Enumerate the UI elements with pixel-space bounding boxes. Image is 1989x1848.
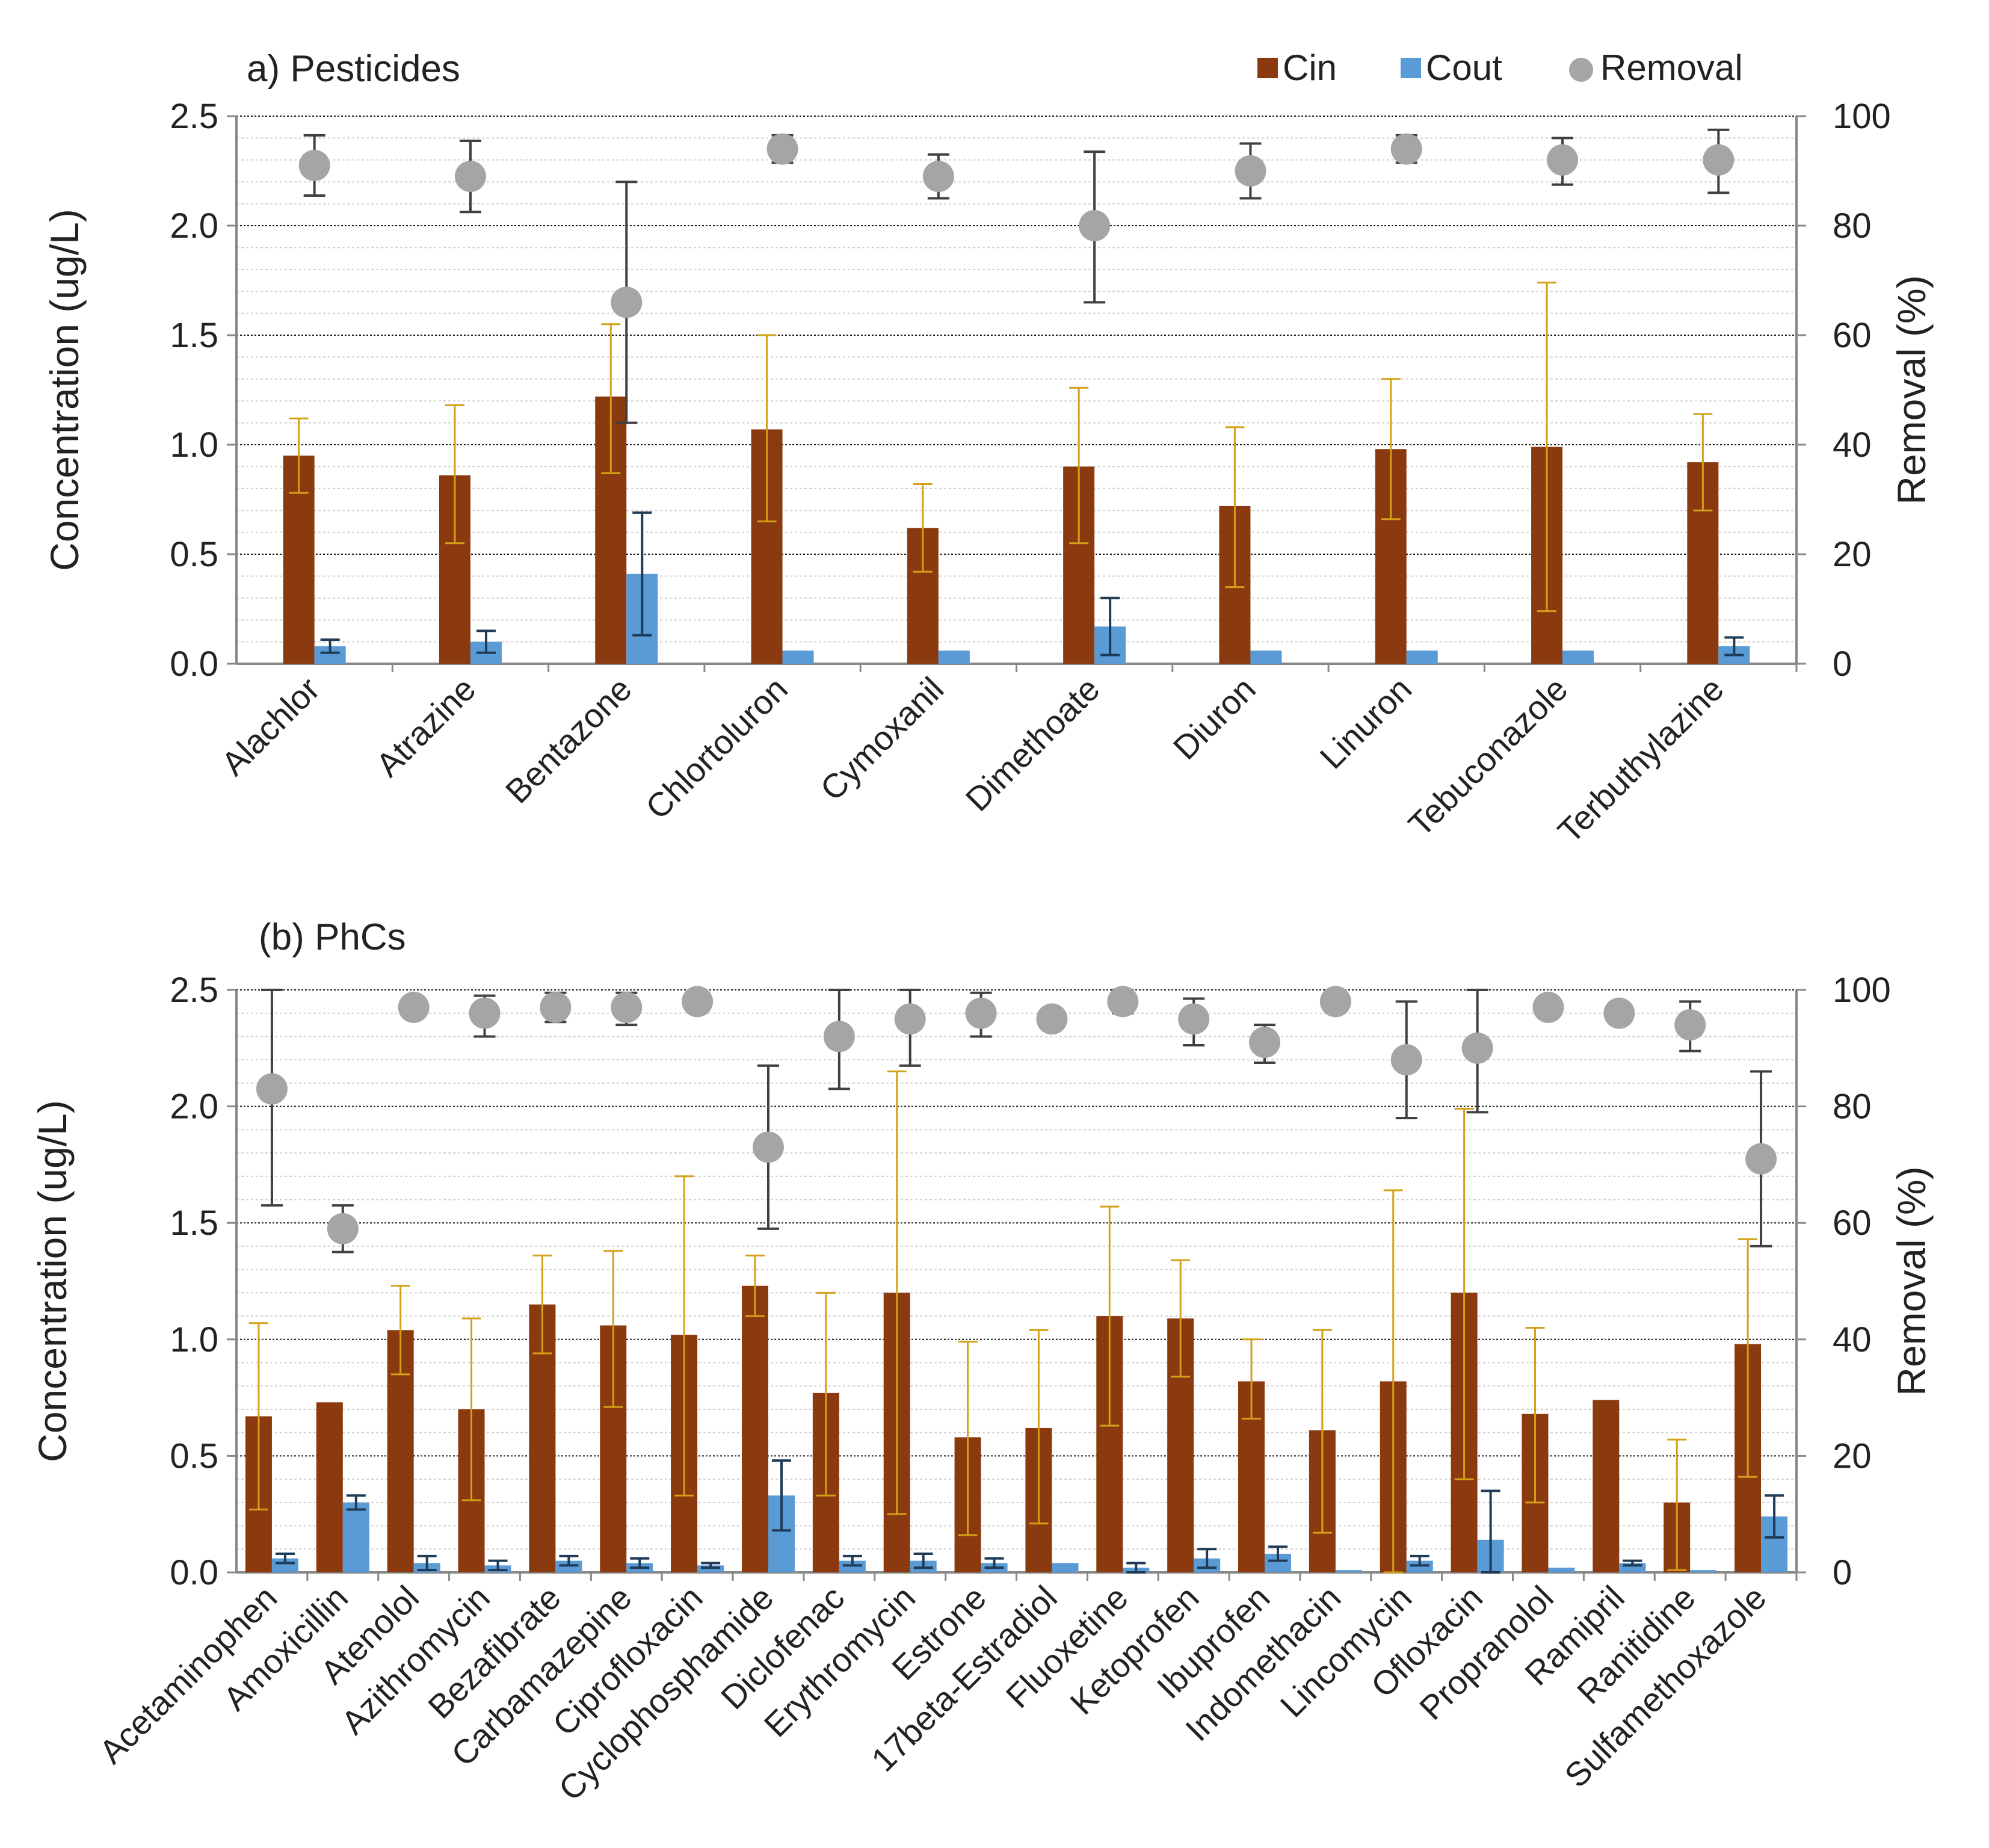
marker-removal <box>1319 986 1351 1018</box>
marker-removal <box>454 161 486 193</box>
y-tick-label: 1.0 <box>170 425 218 465</box>
y2-tick-label: 100 <box>1833 97 1891 136</box>
marker-removal <box>611 992 643 1024</box>
marker-removal <box>1745 1143 1777 1175</box>
bar-cin <box>1593 1400 1620 1572</box>
bar-cout <box>1052 1563 1079 1572</box>
y-tick-label: 0.5 <box>170 535 218 574</box>
x-category-label: Terbuthylazine <box>1550 670 1731 850</box>
legend-cin-label: Cin <box>1283 48 1337 88</box>
y2-tick-label: 80 <box>1833 206 1872 246</box>
chart-title: (b) PhCs <box>259 916 406 958</box>
marker-removal <box>398 992 430 1024</box>
bar-cout <box>1250 651 1282 664</box>
y-tick-label: 2.5 <box>170 971 218 1010</box>
y2-tick-label: 0 <box>1833 1553 1852 1592</box>
y2-axis-title: Removal (%) <box>1889 1166 1934 1395</box>
x-category-label: Chlortoluron <box>638 670 795 826</box>
x-category-label: Atrazine <box>369 670 483 784</box>
marker-removal <box>469 997 501 1029</box>
legend-cin-swatch <box>1257 58 1278 78</box>
chart-title: a) Pesticides <box>247 48 460 90</box>
marker-removal <box>965 997 997 1029</box>
marker-removal <box>766 133 798 165</box>
marker-removal <box>1703 144 1735 176</box>
x-category-label: Dimethoate <box>958 670 1107 818</box>
marker-removal <box>256 1073 288 1105</box>
y-tick-label: 1.5 <box>170 1204 218 1243</box>
x-category-label: Tebuconazole <box>1401 670 1575 844</box>
x-category-label: Cymoxanil <box>813 670 951 808</box>
marker-removal <box>1235 155 1266 187</box>
bar-cout <box>1690 1570 1717 1572</box>
panel-a-pesticides: a) Pesticides 0.0 0.5 1.0 1.5 2.0 2.5 0 20 40 60 80… <box>42 48 1934 850</box>
marker-removal <box>611 286 643 318</box>
marker-removal <box>922 161 954 193</box>
x-category-label: Diuron <box>1166 670 1263 767</box>
y-axis-title: Concentration (ug/L) <box>30 1100 75 1462</box>
y2-tick-label: 40 <box>1833 1320 1872 1359</box>
y2-tick-label: 60 <box>1833 316 1872 355</box>
marker-removal <box>327 1213 359 1244</box>
y-tick-label: 1.5 <box>170 316 218 355</box>
bar-cin <box>316 1402 343 1572</box>
x-category-label: Linuron <box>1313 670 1419 776</box>
marker-removal <box>1674 1009 1706 1041</box>
y2-tick-label: 20 <box>1833 535 1872 574</box>
panel-b-phcs: (b) PhCs 0.0 0.5 1.0 1.5 2.0 2.5 0 20 40 60 80 100 Co… <box>30 916 1934 1808</box>
y-tick-label: 2.5 <box>170 97 218 136</box>
y2-tick-label: 20 <box>1833 1436 1872 1476</box>
bar-cout <box>782 651 814 664</box>
x-category-label: Alachlor <box>214 670 327 783</box>
y-tick-label: 2.0 <box>170 206 218 246</box>
y2-tick-label: 80 <box>1833 1087 1872 1126</box>
legend-removal-label: Removal <box>1600 48 1743 88</box>
x-category-label: Bentazone <box>498 670 639 811</box>
bar-cin <box>741 1285 768 1572</box>
y2-tick-label: 0 <box>1833 644 1852 684</box>
marker-removal <box>1547 144 1579 176</box>
bar-cout <box>1562 651 1594 664</box>
legend: Cin Cout Removal <box>1257 48 1743 88</box>
bar-cout <box>1335 1570 1362 1572</box>
marker-removal <box>1178 1003 1210 1035</box>
marker-removal <box>540 992 572 1024</box>
bar-cout <box>1406 651 1438 664</box>
marker-removal <box>1390 1044 1422 1076</box>
bar-cout <box>938 651 970 664</box>
y-tick-label: 0.0 <box>170 1553 218 1592</box>
marker-removal <box>682 986 714 1018</box>
y-tick-label: 1.0 <box>170 1320 218 1359</box>
legend-cout-swatch <box>1401 58 1421 78</box>
bar-cout <box>342 1502 369 1572</box>
marker-removal <box>1036 1003 1068 1035</box>
y-tick-label: 0.0 <box>170 644 218 684</box>
y2-tick-label: 100 <box>1833 971 1891 1010</box>
y2-axis-title: Removal (%) <box>1889 275 1934 504</box>
marker-removal <box>1532 992 1564 1024</box>
marker-removal <box>823 1021 855 1052</box>
legend-removal-marker <box>1569 58 1593 82</box>
y-tick-label: 2.0 <box>170 1087 218 1126</box>
marker-removal <box>298 149 330 181</box>
marker-removal <box>752 1131 784 1163</box>
marker-removal <box>894 1003 926 1035</box>
marker-removal <box>1390 133 1422 165</box>
bar-cout <box>1548 1568 1575 1572</box>
marker-removal <box>1079 210 1111 241</box>
y-axis-title: Concentration (ug/L) <box>42 209 87 571</box>
marker-removal <box>1603 997 1635 1029</box>
legend-cout-label: Cout <box>1426 48 1502 88</box>
y2-tick-label: 40 <box>1833 425 1872 465</box>
marker-removal <box>1461 1032 1493 1064</box>
y-tick-label: 0.5 <box>170 1436 218 1476</box>
y2-tick-label: 60 <box>1833 1204 1872 1243</box>
marker-removal <box>1249 1027 1281 1058</box>
marker-removal <box>1107 986 1139 1018</box>
